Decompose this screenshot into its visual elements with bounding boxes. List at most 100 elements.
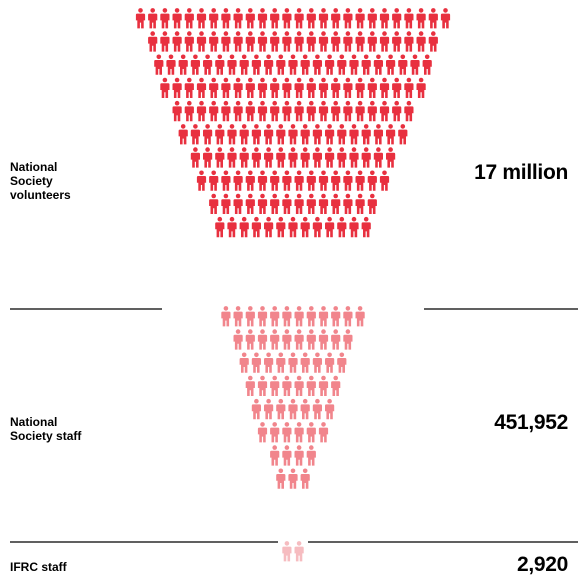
person-icon [373,124,383,145]
person-icon [312,216,322,238]
person-icon [203,54,213,75]
person-icon [239,352,249,373]
person-icon [264,54,274,75]
person-icon [154,54,164,75]
person-icon [300,216,310,238]
volunteers-value: 17 million [474,161,568,184]
person-icon [306,77,316,98]
person-icon [288,398,298,420]
person-icon [270,306,280,327]
person-icon [264,398,274,420]
person-icon [398,124,408,145]
person-icon [300,352,310,373]
person-icon [178,124,188,145]
person-icon [270,445,280,466]
person-icon [209,170,219,191]
person-icon [282,100,292,122]
person-icon [404,31,414,52]
person-icon [215,54,225,75]
person-icon [361,124,371,145]
person-icon [227,147,237,168]
person-icon [318,8,329,29]
person-icon [325,147,335,168]
person-icon [264,216,274,238]
person-icon [282,170,292,191]
person-icon [306,170,316,191]
person-icon [251,398,261,420]
person-icon [294,541,304,562]
person-icon [288,468,298,489]
person-icon [257,170,268,191]
person-icon [337,216,347,238]
person-icon [373,147,383,168]
person-icon [245,77,255,98]
person-icon [282,8,292,29]
person-icon [288,147,298,168]
ifrc-staff-label: IFRC staff [10,560,67,574]
person-icon [343,100,353,122]
person-icon [227,54,237,75]
person-icon [270,422,280,443]
person-icon [251,216,261,238]
person-icon [343,170,353,191]
person-icon [325,216,335,238]
person-icon [349,54,359,75]
person-icon [386,54,396,75]
person-icon [282,375,292,396]
person-icon [245,170,255,191]
person-icon [306,306,316,327]
person-icon [367,170,377,191]
person-icon [282,422,292,443]
person-icon [172,8,182,29]
person-icon [245,375,255,396]
person-icon [300,468,310,489]
person-icon [196,77,207,98]
person-icon [355,193,365,214]
person-icon [276,54,286,75]
person-icon [196,31,207,52]
person-icon [367,100,377,122]
person-icon [331,77,341,98]
person-icon [160,31,170,52]
person-icon [300,124,310,145]
person-icon [440,8,451,29]
person-icon [233,329,243,350]
person-icon [251,147,261,168]
person-icon [257,306,268,327]
person-icon [160,8,170,29]
person-icon [172,100,182,122]
person-icon [361,216,371,238]
person-icon [221,31,231,52]
person-icon [331,193,341,214]
person-icon [233,193,243,214]
person-icon [404,100,414,122]
person-icon [148,8,158,29]
person-icon [367,31,377,52]
person-icon [306,193,316,214]
person-icon [184,8,194,29]
person-icon [355,100,365,122]
person-icon [392,31,402,52]
person-icon [233,77,243,98]
person-icon [416,31,426,52]
person-icon [221,100,231,122]
person-icon [245,100,255,122]
person-icon [306,329,316,350]
person-icon [178,54,188,75]
person-icon [355,31,365,52]
person-icon [306,8,316,29]
person-icon [245,193,255,214]
person-icon [312,124,322,145]
person-icon [294,170,304,191]
person-icon [209,8,219,29]
person-icon [270,329,280,350]
person-icon [264,147,274,168]
person-icon [270,31,280,52]
person-icon [416,77,426,98]
person-icon [227,216,237,238]
person-icon [294,100,304,122]
person-icon [294,306,304,327]
person-icon [209,77,219,98]
person-icon [288,124,298,145]
